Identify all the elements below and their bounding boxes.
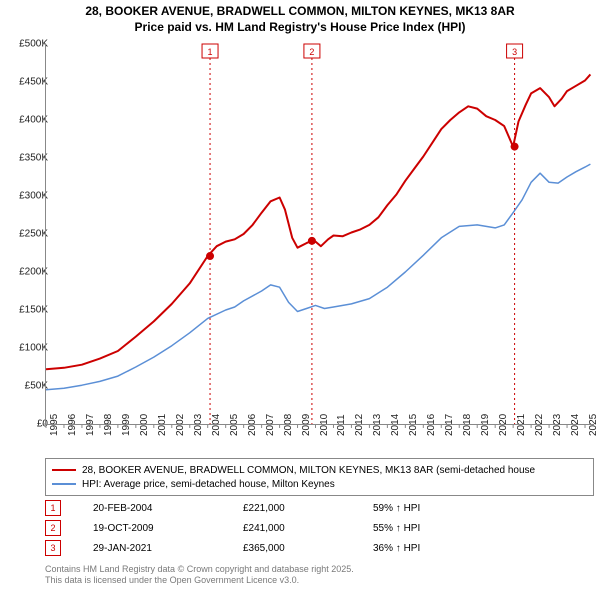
marker-row-3: 3 29-JAN-2021 £365,000 36% ↑ HPI bbox=[45, 538, 594, 558]
legend-item-1: 28, BOOKER AVENUE, BRADWELL COMMON, MILT… bbox=[52, 463, 587, 477]
footer-line1: Contains HM Land Registry data © Crown c… bbox=[45, 564, 354, 574]
y-tick-label: £50K bbox=[4, 381, 48, 392]
marker-badge-3: 3 bbox=[45, 540, 61, 556]
marker-pct-1: 59% ↑ HPI bbox=[373, 503, 493, 514]
marker-price-1: £221,000 bbox=[243, 503, 373, 514]
y-tick-label: £300K bbox=[4, 191, 48, 202]
marker-badge-1: 1 bbox=[45, 500, 61, 516]
y-tick-label: £500K bbox=[4, 39, 48, 50]
svg-text:2: 2 bbox=[309, 47, 314, 57]
y-tick-label: £250K bbox=[4, 229, 48, 240]
marker-row-2: 2 19-OCT-2009 £241,000 55% ↑ HPI bbox=[45, 518, 594, 538]
plot-area: 1 2 3 bbox=[45, 44, 594, 425]
legend-swatch-2 bbox=[52, 483, 76, 485]
marker-row-1: 1 20-FEB-2004 £221,000 59% ↑ HPI bbox=[45, 498, 594, 518]
y-tick-label: £200K bbox=[4, 267, 48, 278]
marker-badge-2: 2 bbox=[45, 520, 61, 536]
svg-text:1: 1 bbox=[208, 47, 213, 57]
marker-date-2: 19-OCT-2009 bbox=[93, 523, 243, 534]
title-line1: 28, BOOKER AVENUE, BRADWELL COMMON, MILT… bbox=[85, 4, 514, 18]
marker-date-1: 20-FEB-2004 bbox=[93, 503, 243, 514]
markers-table: 1 20-FEB-2004 £221,000 59% ↑ HPI 2 19-OC… bbox=[45, 498, 594, 558]
y-tick-label: £100K bbox=[4, 343, 48, 354]
footer-attribution: Contains HM Land Registry data © Crown c… bbox=[45, 564, 354, 587]
y-tick-label: £450K bbox=[4, 77, 48, 88]
y-tick-label: £0 bbox=[4, 419, 48, 430]
chart-title: 28, BOOKER AVENUE, BRADWELL COMMON, MILT… bbox=[0, 0, 600, 35]
legend-label-1: 28, BOOKER AVENUE, BRADWELL COMMON, MILT… bbox=[82, 465, 535, 476]
y-tick-label: £400K bbox=[4, 115, 48, 126]
legend-label-2: HPI: Average price, semi-detached house,… bbox=[82, 479, 335, 490]
legend-item-2: HPI: Average price, semi-detached house,… bbox=[52, 477, 587, 491]
y-tick-label: £150K bbox=[4, 305, 48, 316]
chart-svg: 1 2 3 bbox=[46, 44, 594, 424]
marker-price-2: £241,000 bbox=[243, 523, 373, 534]
legend-swatch-1 bbox=[52, 469, 76, 471]
title-line2: Price paid vs. HM Land Registry's House … bbox=[135, 20, 466, 34]
legend: 28, BOOKER AVENUE, BRADWELL COMMON, MILT… bbox=[45, 458, 594, 496]
marker-pct-3: 36% ↑ HPI bbox=[373, 543, 493, 554]
marker-pct-2: 55% ↑ HPI bbox=[373, 523, 493, 534]
y-tick-label: £350K bbox=[4, 153, 48, 164]
marker-date-3: 29-JAN-2021 bbox=[93, 543, 243, 554]
marker-price-3: £365,000 bbox=[243, 543, 373, 554]
footer-line2: This data is licensed under the Open Gov… bbox=[45, 575, 299, 585]
svg-text:3: 3 bbox=[512, 47, 517, 57]
chart-container: 28, BOOKER AVENUE, BRADWELL COMMON, MILT… bbox=[0, 0, 600, 590]
